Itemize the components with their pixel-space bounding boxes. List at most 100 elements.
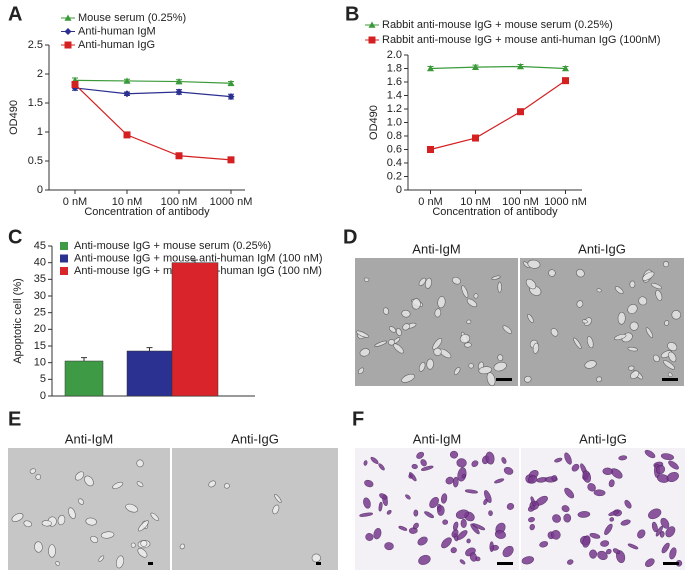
cell [272, 504, 280, 515]
y-tick-label: 1.5 [28, 97, 43, 109]
micrograph [521, 448, 685, 570]
cell [573, 337, 582, 349]
cell [485, 451, 495, 465]
cell [405, 494, 411, 500]
y-tick-label: 0.2 [387, 170, 402, 182]
cell [637, 529, 646, 539]
cell [497, 354, 504, 361]
micrograph [355, 258, 518, 387]
y-tick-label: 20 [34, 323, 46, 335]
cell [659, 530, 665, 538]
y-axis-label: OD490 [8, 100, 20, 135]
bar [64, 360, 104, 397]
cell [311, 553, 321, 563]
cell [638, 296, 648, 306]
y-tick-label: 0 [40, 390, 46, 402]
cell [452, 521, 459, 531]
marker [227, 156, 235, 164]
cell [584, 360, 597, 369]
cell [539, 541, 549, 548]
marker [175, 88, 183, 96]
cell [223, 483, 230, 489]
cell [608, 510, 620, 516]
legend-label: Anti-mouse IgG + mouse anti-human IgM (1… [74, 252, 323, 264]
cell [503, 466, 514, 475]
cell [642, 271, 655, 281]
legend-label: Anti-human IgM [78, 25, 156, 37]
y-axis-label: Apoptotic cell (%) [12, 278, 24, 364]
cell [450, 547, 457, 554]
cell [564, 452, 572, 465]
cell [466, 319, 472, 324]
cell [461, 473, 466, 479]
cell [418, 277, 427, 286]
panel-label: F [352, 408, 364, 430]
image-background [520, 258, 684, 386]
y-tick-label: 1.6 [387, 76, 402, 88]
image-title: Anti-IgM [65, 431, 113, 446]
cell [364, 479, 374, 488]
legend-swatch [60, 267, 68, 275]
cell [363, 277, 370, 282]
x-tick-label: 100 nM [502, 196, 539, 208]
x-axis-label: Concentration of antibody [84, 206, 210, 218]
cell [493, 361, 507, 372]
cell [502, 545, 514, 558]
cell [41, 520, 52, 527]
y-tick-label: 1.0 [387, 116, 402, 128]
cell [561, 505, 570, 513]
cell [548, 269, 556, 277]
cell [527, 314, 534, 324]
cell [85, 517, 97, 526]
legend-swatch [60, 254, 68, 263]
cell [452, 276, 461, 285]
cell [90, 535, 99, 543]
micrograph [520, 258, 684, 386]
image-title: Anti-IgG [579, 431, 627, 446]
y-tick-label: 0.8 [387, 130, 402, 142]
cell [433, 347, 442, 356]
cell [136, 481, 144, 488]
cell [452, 476, 459, 488]
y-tick-label: 0.5 [28, 155, 43, 167]
cell [379, 493, 388, 500]
marker [368, 21, 376, 28]
x-tick-label: 1000 nM [210, 196, 253, 208]
series-line [74, 84, 232, 161]
marker [427, 146, 434, 153]
cell [502, 325, 512, 334]
panel-label: E [8, 408, 21, 430]
cell [453, 366, 461, 375]
cell [355, 330, 369, 338]
cell [668, 460, 679, 470]
x-tick-label: 10 nM [460, 196, 491, 208]
cell [528, 475, 538, 484]
cell [179, 543, 185, 550]
cell [208, 480, 216, 488]
cell [655, 289, 663, 301]
cell [614, 286, 624, 294]
cell [627, 304, 638, 315]
cell [459, 334, 471, 344]
cell [629, 280, 636, 288]
cell [600, 540, 610, 547]
cell [609, 517, 615, 522]
cell [582, 535, 591, 548]
y-tick-label: 2.0 [387, 49, 402, 61]
legend-swatch [60, 242, 68, 250]
cell [464, 342, 472, 348]
cell [576, 300, 584, 308]
cell [457, 530, 468, 540]
cell [667, 342, 678, 352]
cell [644, 449, 656, 459]
cell [651, 521, 658, 533]
x-tick-label: 100 nM [161, 196, 198, 208]
cell [618, 455, 628, 461]
legend-label: Rabbit anti-mouse IgG + mouse anti-human… [382, 34, 661, 46]
cell [429, 497, 439, 509]
cell [437, 505, 445, 516]
cell [473, 293, 479, 299]
marker [562, 65, 569, 72]
cell [466, 538, 471, 544]
marker [368, 36, 376, 44]
